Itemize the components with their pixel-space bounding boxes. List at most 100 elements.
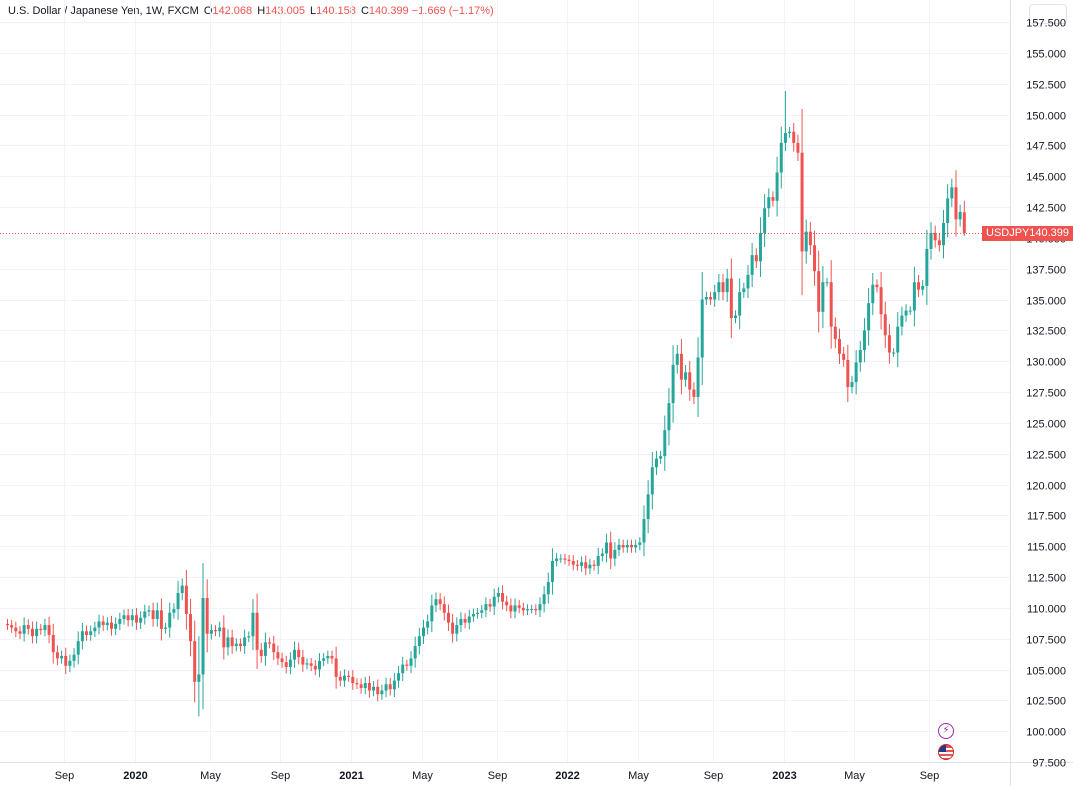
candle-body <box>43 625 47 631</box>
candle-body <box>925 248 929 286</box>
candle-body <box>268 642 272 644</box>
candle-body <box>347 675 351 677</box>
y-tick-label: 147.500 <box>1026 141 1066 153</box>
candle-body <box>571 560 575 565</box>
candle-body <box>351 676 355 684</box>
candle-body <box>476 612 480 614</box>
candle-body <box>334 658 338 677</box>
x-tick-label: May <box>200 770 221 782</box>
y-tick-label: 135.000 <box>1026 296 1066 308</box>
candle-body <box>692 389 696 397</box>
candle-body <box>509 605 513 612</box>
candle-body <box>422 627 425 637</box>
time-axis[interactable]: Sep 2020 May Sep 2021 May Sep 2022 May Sep 2023 May… <box>55 770 940 782</box>
candle-body <box>667 403 671 431</box>
candle-body <box>126 615 130 621</box>
candle-body <box>575 564 579 566</box>
candle-body <box>272 643 276 653</box>
candle-body <box>833 326 837 339</box>
candle-body <box>243 637 247 647</box>
candle-body <box>330 655 334 659</box>
candle-body <box>846 359 850 388</box>
candle-body <box>746 274 750 289</box>
candles <box>6 91 966 717</box>
y-tick-label: 107.500 <box>1026 635 1066 647</box>
candle-body <box>492 596 496 607</box>
candle-body <box>584 562 588 569</box>
candle-body <box>101 621 105 626</box>
candle-body <box>946 198 950 224</box>
x-tick-label: Sep <box>488 770 508 782</box>
candle-body <box>713 292 717 300</box>
candle-body <box>30 628 34 637</box>
candle-body <box>887 335 891 353</box>
candle-body <box>388 684 392 690</box>
candle-body <box>862 330 866 351</box>
candle-body <box>417 636 421 647</box>
candle-body <box>800 152 804 252</box>
candle-body <box>825 282 829 284</box>
price-tag-symbol: USDJPY <box>986 227 1030 239</box>
y-tick-label: 142.500 <box>1026 203 1066 215</box>
candle-body <box>434 599 438 606</box>
candle-body <box>392 680 396 690</box>
candle-body <box>688 372 692 390</box>
candle-body <box>962 212 966 233</box>
candle-body <box>775 172 779 201</box>
candle-body <box>767 197 771 209</box>
candle-body <box>534 609 538 611</box>
candle-body <box>896 326 900 353</box>
candle-body <box>671 364 675 404</box>
candle-body <box>725 278 729 293</box>
candle-body <box>10 625 14 628</box>
candle-body <box>796 142 800 153</box>
us-flag-icon[interactable] <box>938 744 954 760</box>
open-value: 142.068 <box>212 5 253 17</box>
candle-body <box>738 292 742 316</box>
y-tick-label: 112.500 <box>1027 573 1066 585</box>
candle-body <box>214 630 217 632</box>
candle-body <box>22 625 26 634</box>
candle-body <box>937 240 941 246</box>
candle-body <box>6 623 9 626</box>
candle-body <box>467 616 471 623</box>
chart-legend: U.S. Dollar / Japanese Yen, 1W, FXCM O14… <box>8 5 494 17</box>
candle-body <box>729 278 733 318</box>
x-tick-label: May <box>412 770 433 782</box>
price-axis[interactable]: 97.500 100.000 102.500 105.000 107.500 110.00… <box>1026 18 1066 770</box>
candle-body <box>47 625 51 635</box>
candle-body <box>684 372 688 380</box>
candle-body <box>376 686 380 695</box>
candle-body <box>517 605 521 608</box>
candle-body <box>39 628 43 631</box>
candle-body <box>168 612 172 628</box>
lightning-icon[interactable]: ⚡ <box>938 723 954 739</box>
candle-body <box>663 430 667 457</box>
candle-body <box>555 558 559 561</box>
candle-body <box>758 232 762 262</box>
candle-body <box>854 362 858 383</box>
candle-body <box>318 660 321 670</box>
candle-body <box>247 636 251 638</box>
candle-body <box>76 641 80 655</box>
candle-body <box>155 610 159 619</box>
candle-body <box>222 627 226 648</box>
price-scale-button[interactable] <box>1029 4 1067 24</box>
close-label: C <box>360 5 369 17</box>
candle-body <box>442 604 446 613</box>
y-tick-label: 122.500 <box>1026 450 1066 462</box>
candle-body <box>451 622 455 634</box>
candle-body <box>559 558 563 560</box>
candle-body <box>734 315 737 318</box>
candle-body <box>654 458 658 468</box>
y-tick-label: 150.000 <box>1026 111 1066 123</box>
candle-body <box>342 675 346 681</box>
candle-body <box>912 282 916 311</box>
candle-body <box>858 350 862 363</box>
symbol-title: U.S. Dollar / Japanese Yen, 1W, FXCM <box>8 5 199 17</box>
candle-body <box>542 594 546 605</box>
candle-body <box>929 232 933 249</box>
candle-body <box>625 544 629 548</box>
candle-body <box>455 625 459 634</box>
